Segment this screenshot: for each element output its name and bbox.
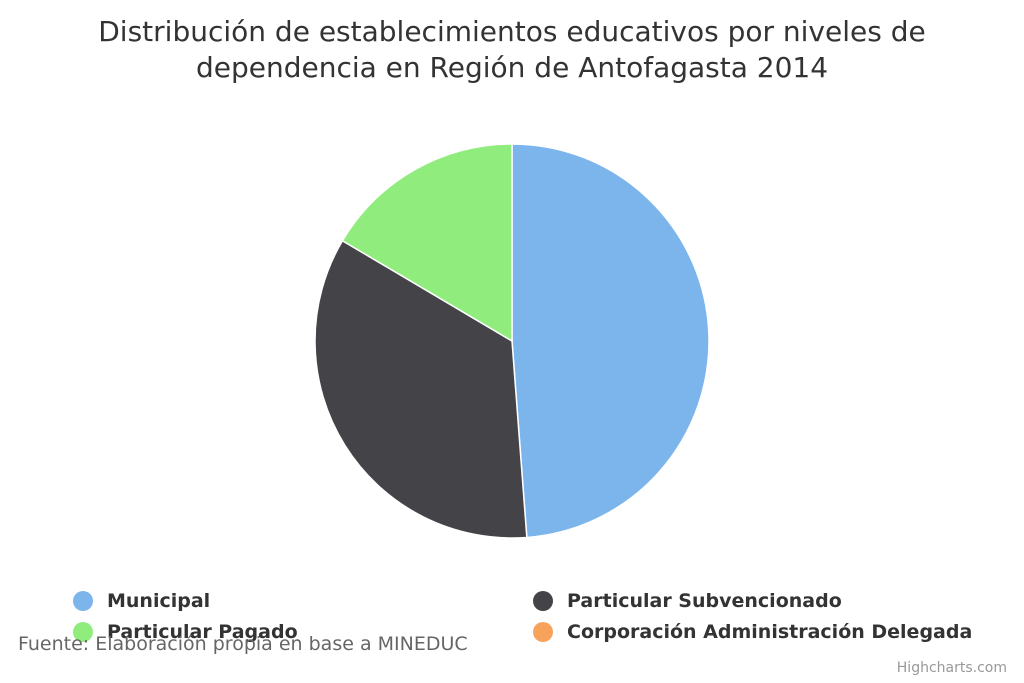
legend-label-particular-pagado: Particular Pagado [107,621,298,643]
credits-link[interactable]: Highcharts.com [896,660,1007,676]
legend-label-corporacion-administracion-delegada: Corporación Administración Delegada [567,621,973,643]
pie-slice-particular-pagado[interactable] [341,143,513,342]
legend-label-particular-subvencionado: Particular Subvencionado [567,590,842,612]
legend-dot-municipal [73,591,93,611]
legend-dot-corporacion-administracion-delegada [533,622,553,642]
legend-label-municipal: Municipal [107,590,211,612]
chart-title: Distribución de establecimientos educati… [0,14,1024,86]
source-note: Fuente: Elaboración propia en base a MIN… [18,633,468,655]
legend-dot-particular-pagado [73,622,93,642]
pie-slice-municipal[interactable] [511,143,710,539]
chart-title-line-1: Distribución de establecimientos educati… [98,15,926,48]
legend-dot-particular-subvencionado [533,591,553,611]
chart-title-line-2: dependencia en Región de Antofagasta 201… [195,51,829,84]
pie-slice-particular-subvencionado[interactable] [314,239,528,539]
